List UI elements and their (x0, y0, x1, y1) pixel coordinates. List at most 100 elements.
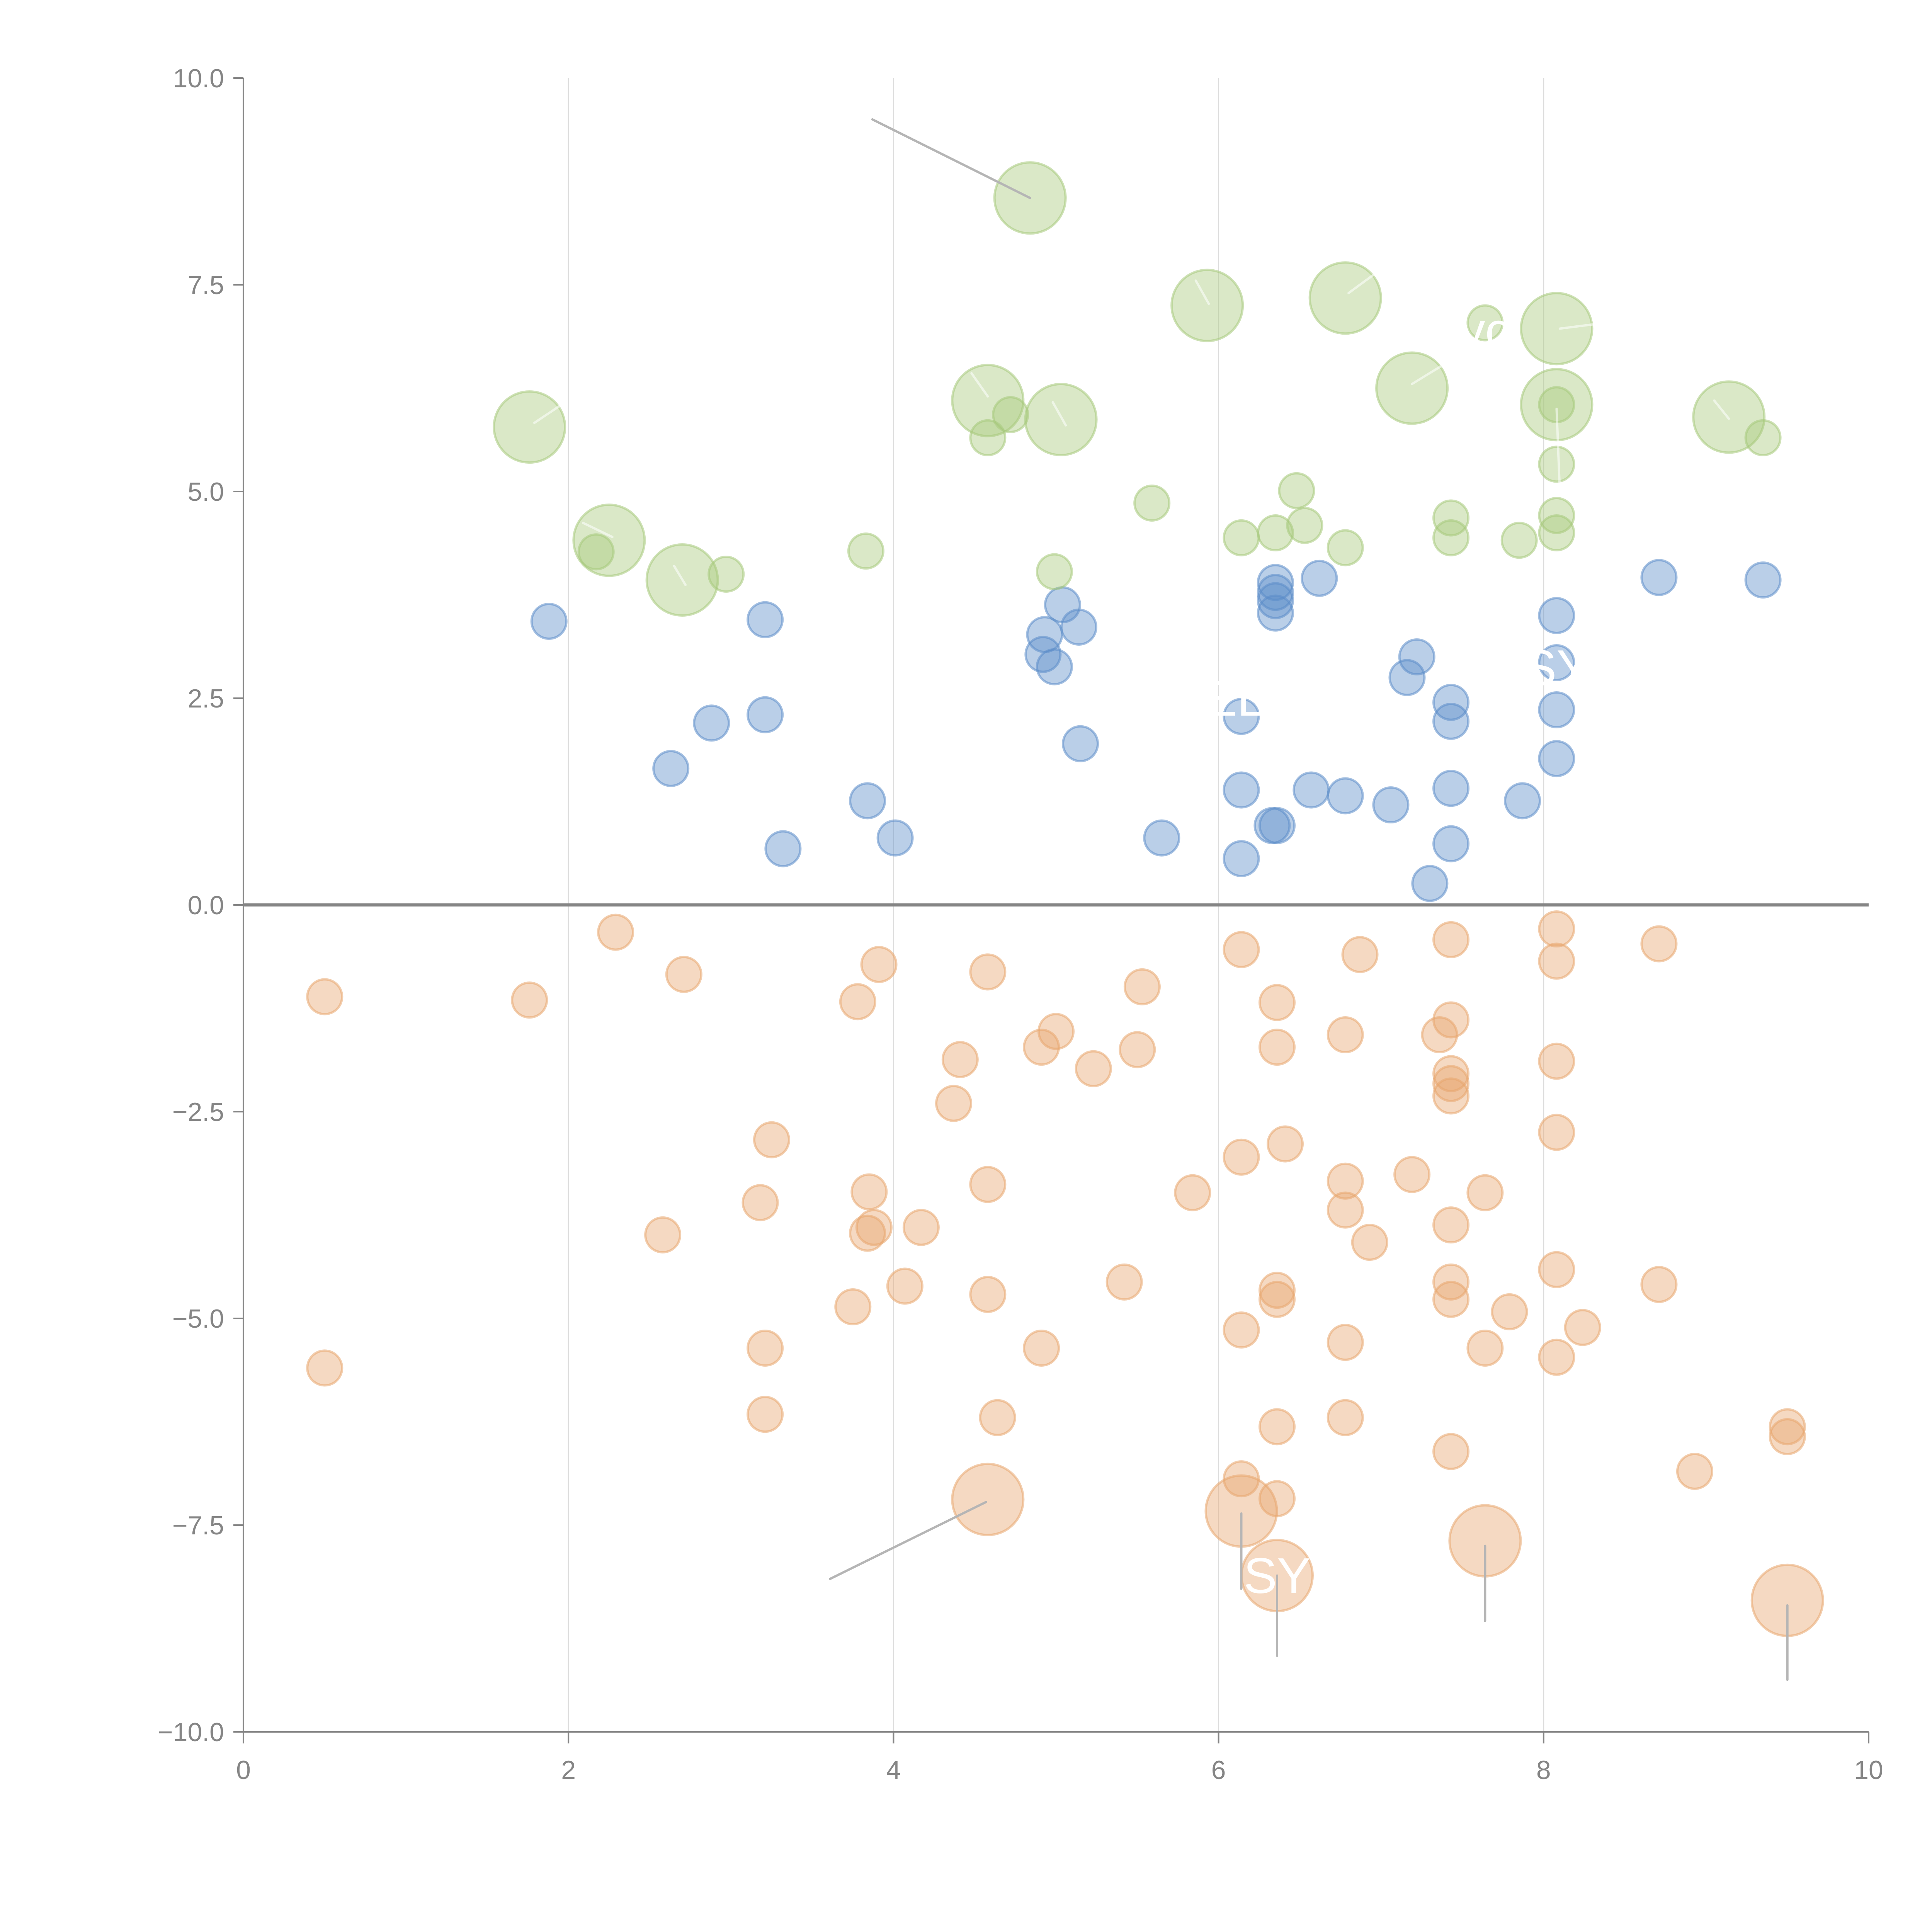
bubble-orange (1466, 1174, 1504, 1211)
bubble-orange (969, 1276, 1007, 1313)
bubble-orange (306, 978, 344, 1015)
bubble-orange (1769, 1418, 1806, 1456)
bubble-blue (1327, 777, 1364, 815)
annotation-leader-line (970, 372, 989, 398)
y-tick-label: −10.0 (158, 1718, 224, 1747)
bubble-orange (1123, 968, 1161, 1005)
bubble-green (1223, 519, 1260, 556)
annotation-leader-line (1194, 279, 1210, 305)
bubble-orange (1267, 1125, 1304, 1163)
annotation-label: yc (1460, 302, 1510, 359)
bubble-orange (597, 913, 634, 951)
bubble-orange (855, 1209, 893, 1246)
bubble-green (1036, 553, 1073, 590)
bubble-orange (1119, 1031, 1156, 1068)
bubble-green (1375, 351, 1449, 425)
bubble-green (1257, 514, 1294, 551)
bubble-orange (1259, 1272, 1296, 1309)
bubble-blue (1432, 684, 1470, 721)
bubble-green (1308, 261, 1382, 335)
bubble-blue (1411, 865, 1449, 902)
bubble-orange (941, 1041, 979, 1078)
annotation-leader-line (871, 118, 1031, 199)
bubble-blue (652, 750, 690, 787)
bubble-orange (1432, 1077, 1470, 1115)
bubble-green (992, 396, 1029, 433)
bubble-green (707, 556, 745, 593)
bubble-green (1520, 292, 1594, 366)
bubble-orange (834, 1288, 872, 1326)
annotation-label: SY (1243, 1548, 1310, 1604)
annotation-leader-line (673, 565, 687, 586)
bubble-orange (1538, 1251, 1575, 1288)
bubble-blue (1293, 771, 1330, 809)
bubble-orange (1341, 936, 1379, 973)
bubble-orange (753, 1121, 790, 1158)
bubble-orange (1432, 921, 1470, 958)
bubble-orange (1259, 1408, 1296, 1446)
bubble-blue (1398, 638, 1435, 675)
bubble-orange (1327, 1162, 1364, 1200)
bubble-green (1133, 484, 1171, 522)
leader-lines (533, 118, 1789, 1681)
bubble-orange (747, 1396, 784, 1433)
annotation-leader-line (533, 401, 566, 424)
bubble-blue (530, 602, 568, 640)
bubble-orange (902, 1209, 940, 1246)
annotation-leader-line (1411, 358, 1454, 385)
bubble-orange (1432, 1055, 1470, 1092)
annotation-leader-line (1555, 408, 1561, 493)
annotation-leader-line (582, 522, 614, 538)
annotation-label: ELI (1204, 670, 1279, 726)
bubble-orange (1223, 931, 1260, 968)
bubble-orange (951, 1463, 1025, 1536)
bubble-orange (1432, 1433, 1470, 1470)
bubble-blue (1538, 691, 1575, 728)
bubble-orange (1538, 1114, 1575, 1151)
bubble-orange (1075, 1050, 1112, 1087)
data-points (306, 161, 1824, 1637)
bubble-blue (876, 819, 914, 857)
y-tick-label: 5.0 (187, 477, 224, 507)
bubble-orange (665, 956, 702, 993)
x-tick-label: 10 (1854, 1755, 1883, 1785)
bubble-orange (860, 946, 898, 983)
bubble-blue (764, 830, 802, 867)
bubble-green (1466, 304, 1504, 342)
bubble-green (1432, 519, 1470, 556)
bubble-orange (1538, 910, 1575, 948)
bubble-orange (1421, 1016, 1458, 1053)
bubble-green (1744, 419, 1782, 456)
bubble-blue (1538, 644, 1575, 681)
bubble-orange (1259, 1480, 1296, 1517)
bubble-orange (1105, 1263, 1143, 1301)
annotations: SY yc ELI SY (1204, 302, 1590, 1604)
y-tick-label: −5.0 (172, 1304, 224, 1333)
bubble-orange (1432, 1206, 1470, 1244)
bubble-blue (1223, 840, 1260, 878)
bubble-orange (1351, 1224, 1388, 1261)
x-tick-label: 8 (1536, 1755, 1551, 1785)
bubble-orange (979, 1399, 1016, 1436)
x-tick-label: 0 (236, 1755, 251, 1785)
bubble-orange (306, 1349, 344, 1387)
x-tick-label: 4 (886, 1755, 901, 1785)
bubble-orange (1174, 1174, 1211, 1211)
bubble-blue (1432, 770, 1470, 807)
bubble-blue (1223, 698, 1260, 735)
bubble-blue (1372, 786, 1410, 824)
bubble-orange (849, 1214, 886, 1252)
bubble-blue (1744, 561, 1782, 599)
bubble-orange (1393, 1156, 1431, 1193)
bubble-green (577, 533, 615, 571)
bubble-blue (747, 601, 784, 638)
bubble-blue (1257, 594, 1294, 632)
bubble-blue (1257, 574, 1294, 611)
bubble-green (1327, 529, 1364, 566)
annotation-leader-line (829, 1501, 988, 1580)
bubble-orange (1023, 1330, 1060, 1367)
bubble-green (1278, 472, 1315, 509)
annotation-leader-line (1713, 399, 1730, 420)
annotation-leader-line (1558, 323, 1594, 330)
